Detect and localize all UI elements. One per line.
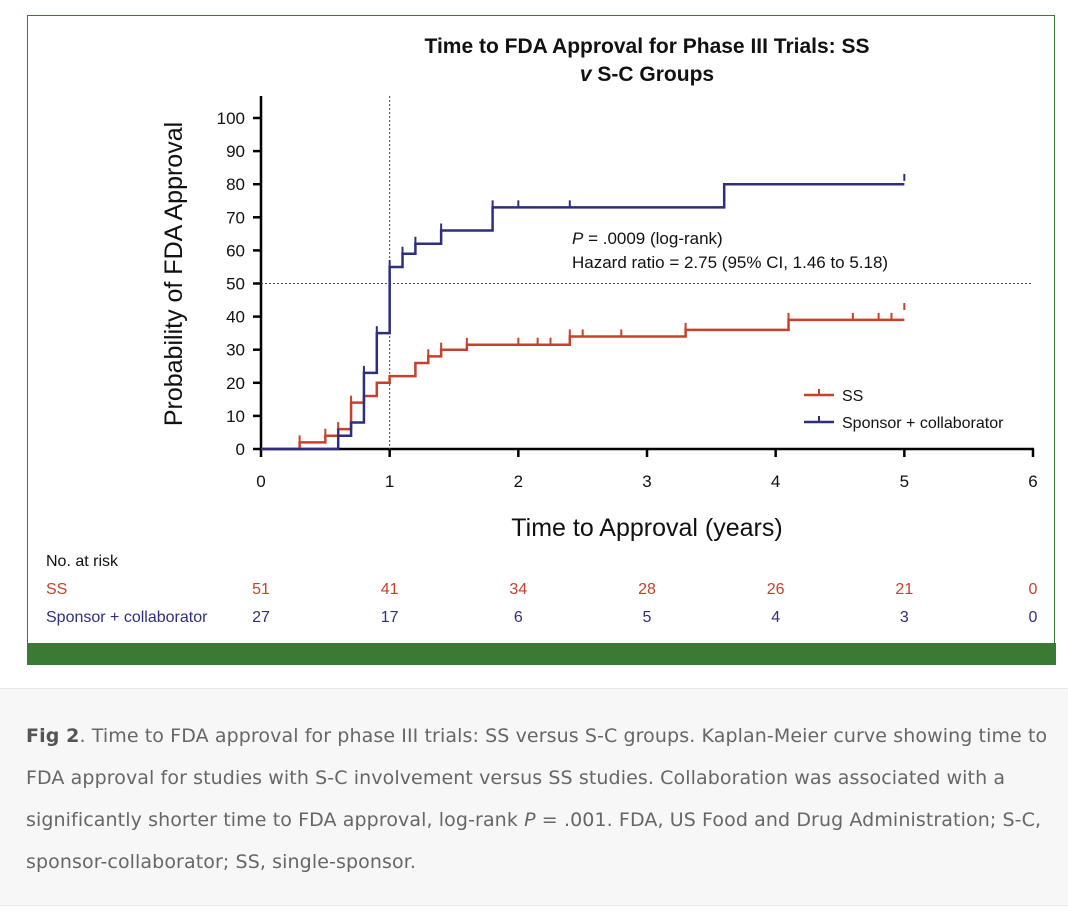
risk-row-label-sc: Sponsor + collaborator [46, 609, 208, 626]
risk-value-sc: 5 [643, 609, 652, 626]
km-chart: Time to FDA Approval for Phase III Trial… [46, 35, 1038, 626]
y-tick-label: 90 [226, 142, 245, 161]
x-tick-label: 1 [385, 472, 394, 491]
risk-value-ss: 0 [1029, 581, 1038, 598]
chart-title-line1: Time to FDA Approval for Phase III Trial… [425, 35, 870, 58]
legend-label-sc: Sponsor + collaborator [842, 415, 1004, 432]
legend: SS Sponsor + collaborator [804, 388, 1004, 432]
x-tick-label: 3 [642, 472, 651, 491]
y-tick-label: 40 [226, 308, 245, 327]
risk-value-sc: 27 [252, 609, 270, 626]
y-ticks: 0 10 20 30 40 50 60 70 80 90 100 [217, 109, 261, 459]
risk-value-ss: 41 [381, 581, 399, 598]
figure-caption: Fig 2. Time to FDA approval for phase II… [26, 715, 1056, 883]
series-line-ss [261, 318, 905, 451]
chart-title-line2: v S-C Groups [580, 63, 714, 86]
y-tick-label: 20 [226, 374, 245, 393]
y-tick-label: 10 [226, 407, 245, 426]
y-tick-label: 30 [226, 341, 245, 360]
y-tick-label: 0 [236, 440, 245, 459]
risk-row-label-ss: SS [46, 581, 67, 598]
y-tick-label: 70 [226, 208, 245, 227]
risk-value-ss: 21 [895, 581, 913, 598]
risk-value-ss: 51 [252, 581, 270, 598]
risk-values: 51 41 34 28 26 21 0 27 17 6 5 4 3 0 [252, 581, 1037, 626]
x-axis-title: Time to Approval (years) [511, 514, 782, 542]
caption-part2: = .001. FDA, US Food and Drug Administra… [26, 809, 1042, 873]
x-tick-label: 5 [900, 472, 909, 491]
risk-value-sc: 17 [381, 609, 399, 626]
figure-frame [27, 15, 1055, 664]
risk-table-header: No. at risk [46, 553, 119, 570]
x-tick-label: 0 [256, 472, 265, 491]
risk-value-ss: 26 [767, 581, 785, 598]
x-tick-label: 6 [1028, 472, 1037, 491]
x-tick-label: 4 [771, 472, 780, 491]
caption-panel: Fig 2. Time to FDA approval for phase II… [0, 688, 1068, 906]
y-tick-label: 100 [217, 109, 245, 128]
caption-part1: . Time to FDA approval for phase III tri… [26, 725, 1048, 831]
legend-label-ss: SS [842, 388, 863, 405]
hazard-ratio-annotation: Hazard ratio = 2.75 (95% CI, 1.46 to 5.1… [572, 253, 888, 272]
p-value-annotation: P = .0009 (log-rank) [572, 229, 723, 248]
risk-table: No. at risk SS Sponsor + collaborator 51… [46, 553, 1038, 626]
risk-value-sc: 3 [900, 609, 909, 626]
risk-value-ss: 34 [509, 581, 527, 598]
x-ticks: 0 1 2 3 4 5 6 [256, 449, 1038, 491]
series-line-sc [261, 182, 905, 451]
caption-fig-label: Fig 2 [26, 725, 80, 747]
y-axis-title: Probability of FDA Approval [160, 122, 188, 426]
caption-p-italic: P [524, 809, 536, 831]
figure-footer-bar [27, 643, 1056, 665]
risk-value-sc: 4 [771, 609, 780, 626]
x-tick-label: 2 [514, 472, 523, 491]
risk-value-sc: 0 [1029, 609, 1038, 626]
series-layer [261, 173, 906, 451]
risk-value-ss: 28 [638, 581, 656, 598]
y-tick-label: 80 [226, 175, 245, 194]
y-tick-label: 50 [226, 275, 245, 294]
y-tick-label: 60 [226, 241, 245, 260]
risk-value-sc: 6 [514, 609, 523, 626]
